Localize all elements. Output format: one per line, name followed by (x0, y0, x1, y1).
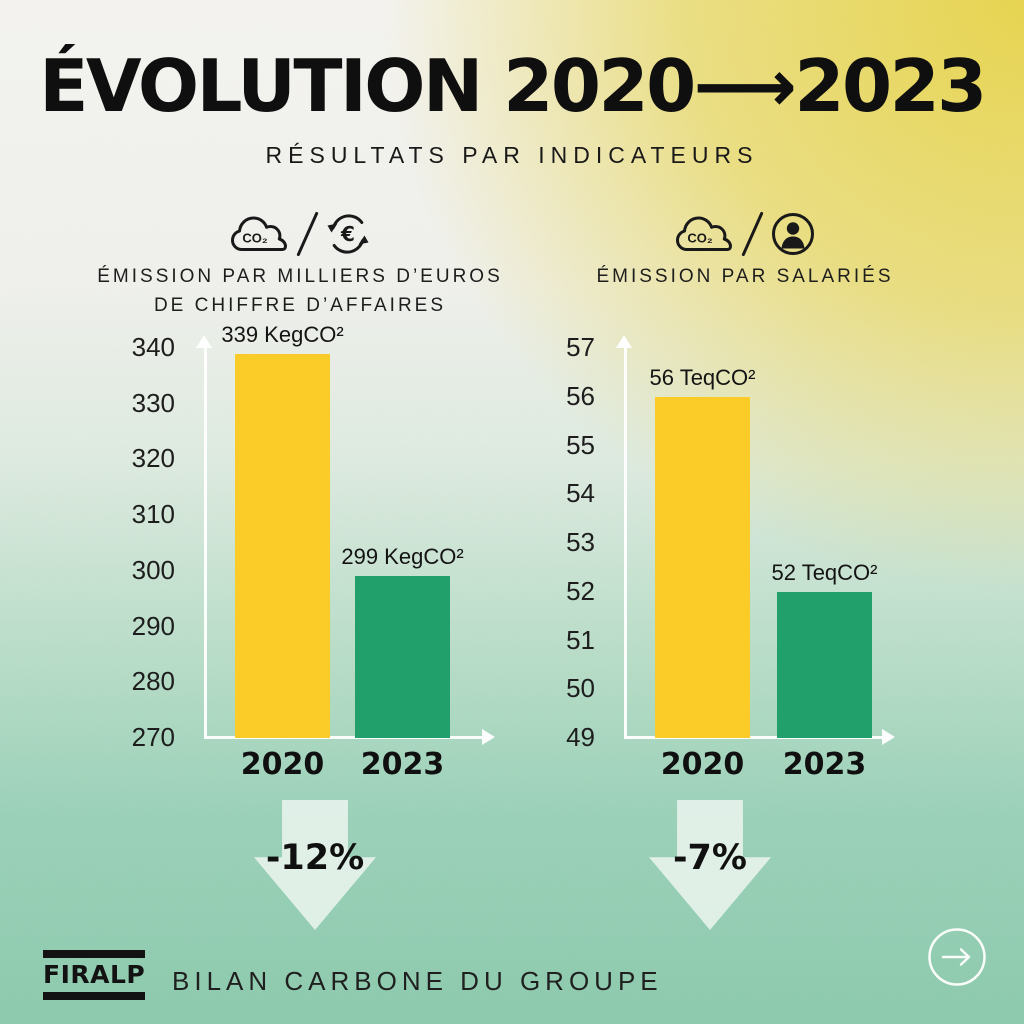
y-tick-label: 290 (131, 610, 175, 641)
x-axis-label-2020: 2020 (660, 747, 745, 782)
y-tick-label: 330 (131, 387, 175, 418)
y-tick-label: 49 (566, 722, 595, 752)
y-axis-line (203, 346, 207, 739)
page-subtitle: RÉSULTATS PAR INDICATEURS (265, 142, 759, 168)
y-tick-label: 51 (566, 624, 595, 655)
page-title: ÉVOLUTION 2020⟶2023 (39, 44, 987, 128)
x-axis-arrowhead (882, 729, 895, 745)
y-tick-label: 56 (566, 380, 595, 411)
chart-title-line: ÉMISSION PAR SALARIÉS (596, 266, 894, 287)
chart-title: ÉMISSION PAR SALARIÉS (520, 263, 970, 292)
svg-text:€: € (340, 222, 355, 246)
bar-2023: 52 TeqCO² (772, 560, 877, 738)
bar-2020: 339 KegCO² (221, 322, 344, 738)
slash-divider-icon (740, 211, 764, 257)
y-tick-label: 54 (566, 478, 595, 509)
svg-text:CO₂: CO₂ (242, 231, 268, 246)
logo-text: FIRALP (43, 960, 146, 989)
decrease-percentage: -12% (265, 838, 365, 878)
bar-2023: 299 KegCO² (341, 544, 464, 738)
slash-divider-icon (295, 211, 319, 257)
indicator-icons: CO₂ (520, 207, 970, 261)
y-tick-label: 53 (566, 527, 595, 557)
x-axis-label-2023: 2023 (360, 747, 445, 782)
person-icon (771, 213, 814, 255)
x-axis-label-2023: 2023 (782, 747, 867, 782)
indicator-emission-per-employee: CO₂ ÉMISSION PAR SALARIÉS 57 56 55 54 53 52 51… (520, 205, 970, 965)
bar-value-label: 339 KegCO² (221, 321, 344, 347)
footer-caption: BILAN CARBONE DU GROUPE (172, 966, 663, 996)
y-tick-label: 270 (131, 722, 175, 752)
bar-value-label: 299 KegCO² (341, 544, 464, 570)
y-axis-arrowhead (196, 335, 212, 348)
x-axis-arrowhead (482, 729, 495, 745)
y-tick-label: 340 (131, 332, 175, 362)
co2-cloud-icon: CO₂ (675, 216, 732, 251)
next-arrow-button[interactable] (926, 926, 988, 988)
co2-cloud-icon: CO₂ (230, 216, 287, 251)
y-tick-label: 300 (131, 554, 175, 585)
bar-value-label: 56 TeqCO² (649, 364, 756, 390)
chart-title: ÉMISSION PAR MILLIERS D’EUROS DE CHIFFRE … (75, 263, 525, 320)
bar-chart-emission-per-employee: 57 56 55 54 53 52 51 50 49 56 TeqCO² 2020 52 TeqCO²… (520, 332, 970, 785)
y-tick-label: 55 (566, 429, 595, 460)
y-axis-arrowhead (616, 335, 632, 348)
y-tick-label: 320 (131, 443, 175, 474)
y-tick-label: 50 (566, 673, 595, 704)
decrease-percentage: -7% (673, 838, 747, 878)
y-tick-label: 310 (131, 499, 175, 530)
y-tick-label: 280 (131, 666, 175, 697)
x-axis-label-2020: 2020 (240, 747, 325, 782)
logo-bottom-bar (43, 992, 145, 1000)
indicator-emission-per-revenue: CO₂ € ÉMISSION PAR MILLIERS D’EUROS DE CH… (75, 205, 525, 965)
chart-title-line: DE CHIFFRE D’AFFAIRES (153, 294, 447, 316)
bar-value-label: 52 TeqCO² (771, 559, 878, 585)
bar-2020: 56 TeqCO² (650, 365, 755, 738)
y-tick-label: 57 (566, 332, 595, 362)
y-tick-label: 52 (566, 575, 595, 606)
svg-text:CO₂: CO₂ (687, 231, 713, 246)
indicator-icons: CO₂ € (75, 207, 525, 261)
y-axis-line (623, 346, 627, 739)
bar-chart-emission-per-revenue: 340 330 320 310 300 290 280 270 339 KegCO² 2020 29… (75, 322, 525, 785)
logo-top-bar (43, 950, 145, 958)
firalp-logo: FIRALP (43, 950, 145, 1000)
circle-arrow-icon (928, 928, 986, 986)
euro-cycle-icon: € (327, 214, 368, 254)
chart-title-line: ÉMISSION PAR MILLIERS D’EUROS (97, 266, 503, 287)
